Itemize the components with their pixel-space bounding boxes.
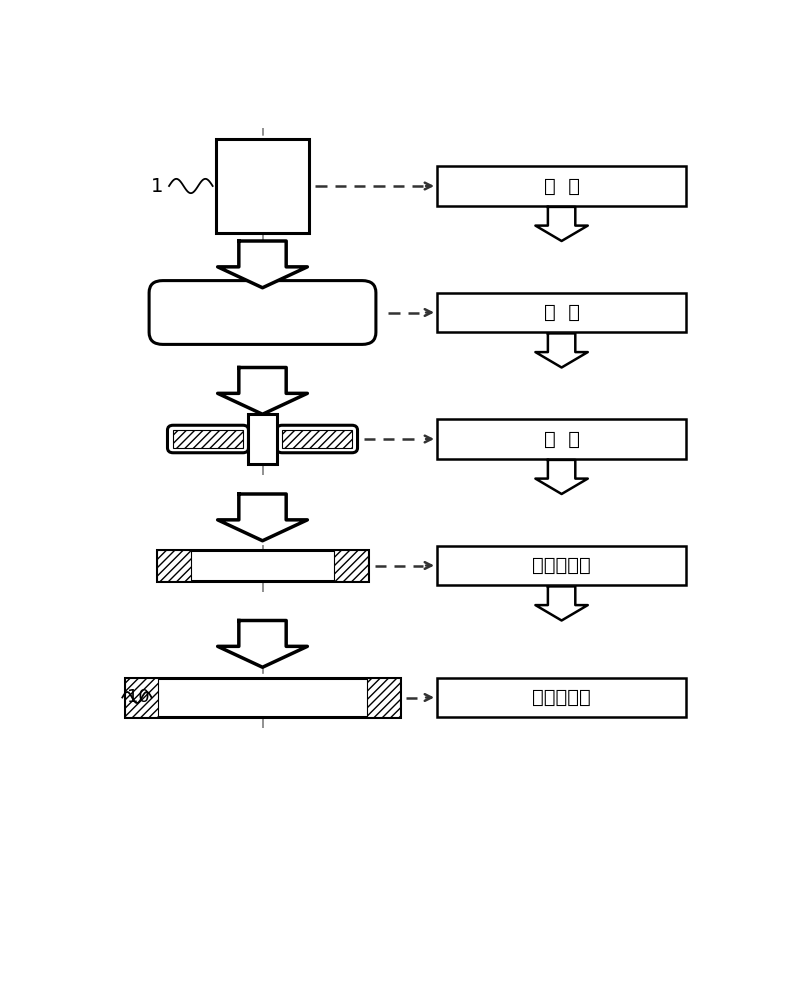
Text: 锽  粗: 锽 粗 — [543, 303, 579, 322]
Polygon shape — [218, 367, 307, 414]
Bar — [437, 678, 686, 717]
FancyBboxPatch shape — [167, 425, 248, 453]
Bar — [157, 550, 368, 581]
Text: 第一次环轧: 第一次环轧 — [532, 556, 590, 575]
Bar — [437, 546, 686, 585]
Bar — [173, 430, 243, 448]
Bar — [437, 419, 686, 459]
Bar — [282, 430, 352, 448]
Bar — [215, 139, 309, 233]
Text: 冲  孔: 冲 孔 — [543, 430, 579, 449]
Polygon shape — [535, 460, 587, 494]
Bar — [437, 166, 686, 206]
Polygon shape — [218, 620, 307, 667]
FancyBboxPatch shape — [276, 425, 357, 453]
Polygon shape — [218, 241, 307, 288]
Polygon shape — [535, 586, 587, 620]
Text: 10: 10 — [126, 688, 149, 706]
Bar — [157, 550, 190, 581]
Bar — [437, 293, 686, 332]
Text: 第二次环轧: 第二次环轧 — [532, 688, 590, 707]
Text: 棒  材: 棒 材 — [543, 176, 579, 196]
Polygon shape — [218, 494, 307, 541]
Bar — [125, 678, 157, 717]
Bar — [125, 678, 399, 717]
Bar — [367, 678, 399, 717]
Bar — [334, 550, 368, 581]
Bar — [248, 414, 276, 464]
Polygon shape — [535, 333, 587, 367]
Text: 1: 1 — [150, 176, 162, 196]
Polygon shape — [535, 207, 587, 241]
FancyBboxPatch shape — [149, 281, 376, 344]
